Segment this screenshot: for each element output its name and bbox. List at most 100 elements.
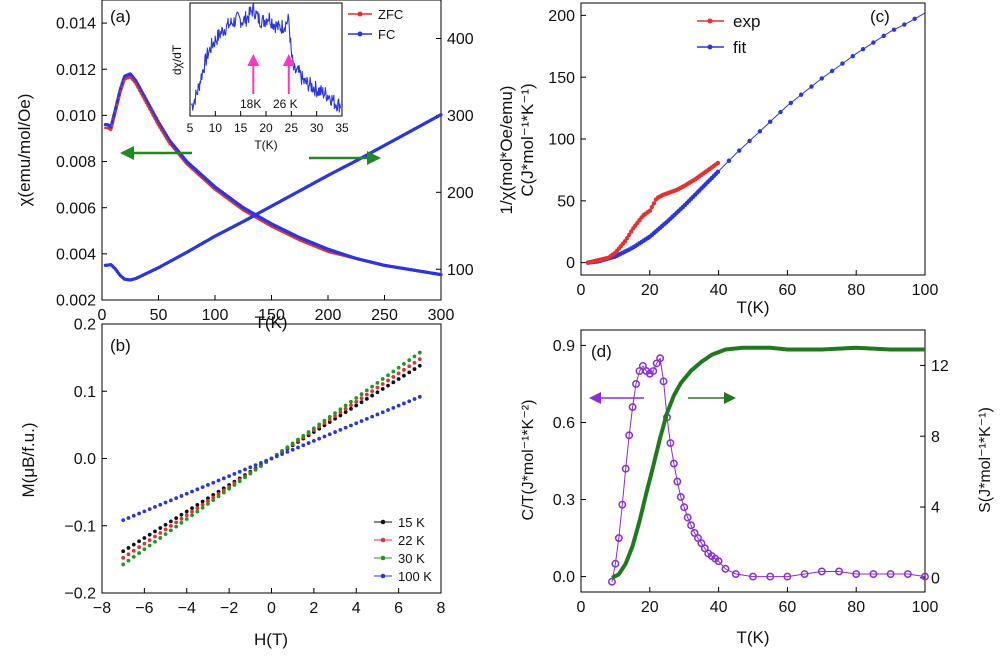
fit-point	[829, 68, 835, 74]
magnetization-point	[168, 528, 173, 533]
legend-marker	[380, 573, 386, 579]
magnetization-point	[227, 486, 232, 491]
magnetization-point	[158, 536, 163, 540]
magnetization-point	[190, 509, 194, 514]
zfc-point	[153, 117, 156, 120]
magnetization-point	[232, 472, 237, 476]
magnetization-point	[301, 443, 306, 448]
x-tick-label: −8	[93, 600, 111, 617]
magnetization-point	[391, 369, 396, 374]
ct-point	[632, 379, 640, 388]
zfc-point	[141, 95, 144, 98]
panel-a-y2label: 1/χ(mol*Oe/emu)	[497, 86, 516, 215]
magnetization-point	[375, 390, 380, 395]
ct-point	[625, 431, 634, 440]
ct-point	[628, 403, 637, 412]
magnetization-point	[147, 543, 152, 548]
legend-fc-marker	[357, 31, 363, 37]
inset-marker-arrowhead	[247, 54, 260, 66]
ct-point	[649, 367, 658, 376]
magnetization-point	[163, 522, 168, 527]
zfc-point	[143, 98, 146, 101]
magnetization-point	[174, 520, 179, 525]
x-tick-label: 50	[150, 307, 168, 324]
magnetization-point	[301, 433, 306, 438]
magnetization-point	[153, 505, 157, 509]
x-tick-label: 60	[779, 282, 797, 299]
panel-a-inset: 5 10 15 20 25 30 35 T(K) dχ/dT 18K 26 K	[170, 2, 349, 152]
magnetization-point	[354, 399, 359, 404]
magnetization-point	[147, 532, 152, 537]
x-tick-label: 60	[779, 599, 797, 616]
fit-line	[587, 12, 926, 264]
magnetization-point	[412, 354, 417, 359]
panel-a-label: (a)	[110, 7, 131, 26]
magnetization-point	[359, 419, 364, 423]
y-tick-label: 0.1	[74, 384, 96, 401]
magnetization-point	[333, 430, 337, 434]
y-tick-label: 50	[557, 193, 575, 210]
magnetization-point	[412, 367, 417, 371]
magnetization-point	[386, 373, 390, 378]
y-tick-label: 0.012	[56, 62, 96, 79]
magnetization-point	[338, 410, 343, 415]
zfc-point	[121, 85, 124, 88]
magnetization-point	[290, 447, 295, 452]
ct-point	[680, 503, 689, 512]
x-tick-label: 30	[310, 121, 324, 135]
magnetization-point	[343, 403, 348, 408]
magnetization-point	[306, 430, 311, 434]
magnetization-point	[375, 385, 380, 390]
magnetization-point	[147, 507, 152, 512]
inset-marker-label-26k: 26 K	[273, 97, 298, 111]
ct-point	[835, 567, 843, 576]
magnetization-point	[131, 542, 136, 547]
fc-point	[120, 81, 124, 85]
y-tick-label: 0.004	[56, 246, 96, 263]
magnetization-point	[121, 555, 126, 560]
magnetization-point	[386, 408, 390, 412]
panel-d-arrows	[589, 392, 736, 404]
y-tick-label: −0.1	[64, 518, 96, 535]
magnetization-point	[248, 471, 253, 476]
magnetization-point	[296, 437, 300, 442]
magnetization-point	[359, 396, 364, 401]
x-tick-label: 2	[309, 600, 318, 617]
x-tick-label: 100	[912, 599, 939, 616]
magnetization-point	[168, 498, 173, 503]
magnetization-point	[168, 519, 173, 524]
entropy-line	[611, 345, 925, 580]
fit-point	[768, 119, 773, 124]
zfc-point	[122, 79, 126, 83]
magnetization-point	[417, 363, 422, 368]
ct-point	[903, 570, 912, 578]
fc-point	[115, 99, 119, 104]
legend-marker	[380, 555, 386, 561]
x-tick-label: 250	[371, 307, 398, 324]
panel-d-chart: 0 20 40 60 80 100 0.0 0.3 0.6 0.9 0 4 8 12 (d) T(K)…	[520, 329, 994, 647]
magnetization-point	[386, 383, 390, 388]
ct-point	[669, 459, 678, 468]
magnetization-point	[243, 475, 247, 480]
fc-point	[112, 113, 116, 117]
magnetization-point	[370, 389, 375, 393]
legend-100k-label: 100 K	[398, 569, 432, 584]
legend-zfc-label: ZFC	[378, 7, 403, 22]
magnetization-point	[153, 534, 157, 539]
panel-c-chart: 0 20 40 60 80 100 0 50 100 150 200 (c) T(K) C(J*m…	[518, 2, 938, 317]
inset-ylabel: dχ/dT	[170, 44, 184, 75]
y-tick-label: 150	[548, 70, 575, 87]
panel-c-ylabel: C(J*mol⁻¹*K⁻¹)	[518, 83, 537, 196]
zfc-point	[110, 124, 114, 127]
magnetization-point	[137, 551, 141, 555]
inset-marker-arrowhead	[282, 54, 295, 66]
y-tick-label: 200	[447, 185, 474, 202]
x-tick-label: 4	[352, 600, 361, 617]
fc-point	[119, 86, 123, 90]
ct-point	[886, 570, 895, 578]
magnetization-point	[243, 467, 247, 472]
ct-point	[618, 500, 627, 509]
magnetization-point	[221, 490, 226, 495]
y-tick-label: 100	[447, 262, 474, 279]
ct-point	[611, 559, 620, 568]
